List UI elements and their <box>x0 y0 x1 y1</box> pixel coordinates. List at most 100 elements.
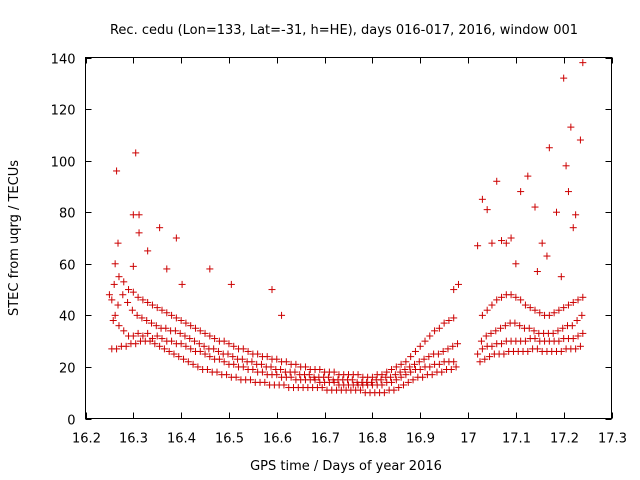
data-point <box>122 342 130 350</box>
data-point <box>318 384 326 392</box>
data-point <box>555 306 563 314</box>
data-point <box>258 368 266 376</box>
data-point <box>254 350 262 358</box>
data-point <box>124 298 132 306</box>
data-point <box>108 296 116 304</box>
data-point <box>163 265 171 273</box>
data-point <box>194 363 202 371</box>
data-point <box>129 288 137 296</box>
data-point <box>425 353 433 361</box>
data-point <box>576 136 584 144</box>
data-point <box>560 74 568 82</box>
data-point <box>227 280 235 288</box>
data-point <box>482 332 490 340</box>
data-point <box>324 373 332 381</box>
data-point <box>488 342 496 350</box>
data-point <box>440 319 448 327</box>
data-point <box>555 337 563 345</box>
data-point <box>129 262 137 270</box>
data-point <box>498 237 506 245</box>
data-point <box>230 360 238 368</box>
data-point <box>390 386 398 394</box>
data-point <box>305 371 313 379</box>
data-point <box>452 363 460 371</box>
data-point <box>533 268 541 276</box>
data-point <box>497 324 505 332</box>
data-point <box>189 360 197 368</box>
data-point <box>248 358 256 366</box>
data-point <box>246 376 254 384</box>
data-point <box>564 301 572 309</box>
data-point <box>564 188 572 196</box>
data-point <box>396 368 404 376</box>
data-point <box>178 280 186 288</box>
x-tick-label: 17.3 <box>598 432 627 447</box>
data-point <box>397 360 405 368</box>
data-point <box>450 358 458 366</box>
data-point <box>493 296 501 304</box>
data-point <box>129 332 137 340</box>
data-point <box>181 332 189 340</box>
data-point <box>438 368 446 376</box>
data-point <box>139 296 147 304</box>
x-tick-label: 16.2 <box>72 432 101 447</box>
data-point <box>143 317 151 325</box>
data-point <box>524 172 532 180</box>
data-point <box>229 353 237 361</box>
data-point <box>244 347 252 355</box>
data-point <box>447 366 455 374</box>
data-point <box>280 381 288 389</box>
y-tick-label: 40 <box>59 310 76 325</box>
x-tick-label: 17 <box>460 432 477 447</box>
data-point <box>267 363 275 371</box>
data-point <box>177 340 185 348</box>
data-point <box>206 265 214 273</box>
data-point <box>134 329 142 337</box>
data-point <box>402 358 410 366</box>
data-point <box>411 347 419 355</box>
data-point <box>105 291 113 299</box>
data-point <box>559 324 567 332</box>
data-point <box>512 260 520 268</box>
data-point <box>487 329 495 337</box>
data-point <box>388 366 396 374</box>
data-point <box>249 366 257 374</box>
data-point <box>531 306 539 314</box>
data-point <box>567 123 575 131</box>
data-point <box>316 366 324 374</box>
data-point <box>524 347 532 355</box>
data-point <box>186 335 194 343</box>
data-point <box>378 371 386 379</box>
data-point <box>574 332 582 340</box>
data-point <box>533 345 541 353</box>
data-point <box>531 203 539 211</box>
y-tick-label: 60 <box>59 259 76 274</box>
data-point <box>263 353 271 361</box>
x-tick-label: 17.2 <box>550 432 579 447</box>
data-point <box>388 378 396 386</box>
data-point <box>517 188 525 196</box>
data-point <box>215 355 223 363</box>
data-point <box>132 340 140 348</box>
x-tick-label: 16.3 <box>119 432 148 447</box>
data-point <box>148 301 156 309</box>
data-point <box>356 386 364 394</box>
data-point <box>153 304 161 312</box>
data-point <box>579 293 587 301</box>
data-point <box>407 368 415 376</box>
data-point <box>261 378 269 386</box>
data-point <box>195 340 203 348</box>
data-point <box>367 378 375 386</box>
data-point <box>109 317 117 325</box>
data-point <box>151 340 159 348</box>
data-point <box>383 368 391 376</box>
data-point <box>550 309 558 317</box>
data-point <box>397 373 405 381</box>
data-point <box>165 347 173 355</box>
data-point <box>576 342 584 350</box>
data-point <box>488 239 496 247</box>
data-point <box>114 301 122 309</box>
data-point <box>287 373 295 381</box>
data-point <box>407 353 415 361</box>
data-point <box>478 195 486 203</box>
